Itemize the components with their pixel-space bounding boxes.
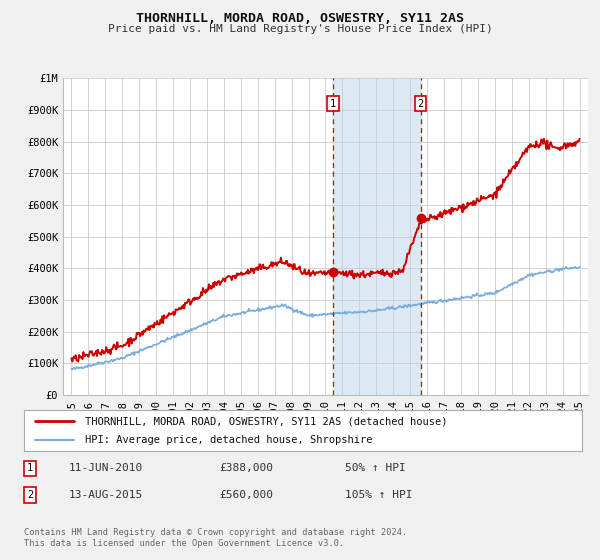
Text: Contains HM Land Registry data © Crown copyright and database right 2024.: Contains HM Land Registry data © Crown c…: [24, 528, 407, 537]
Text: 1: 1: [27, 463, 33, 473]
Text: THORNHILL, MORDA ROAD, OSWESTRY, SY11 2AS (detached house): THORNHILL, MORDA ROAD, OSWESTRY, SY11 2A…: [85, 417, 448, 426]
Text: This data is licensed under the Open Government Licence v3.0.: This data is licensed under the Open Gov…: [24, 539, 344, 548]
Text: 1: 1: [330, 99, 336, 109]
Text: 13-AUG-2015: 13-AUG-2015: [69, 490, 143, 500]
Text: 105% ↑ HPI: 105% ↑ HPI: [345, 490, 413, 500]
Bar: [333, 78, 421, 395]
Text: £388,000: £388,000: [219, 463, 273, 473]
Text: 2: 2: [418, 99, 424, 109]
Text: 50% ↑ HPI: 50% ↑ HPI: [345, 463, 406, 473]
Text: THORNHILL, MORDA ROAD, OSWESTRY, SY11 2AS: THORNHILL, MORDA ROAD, OSWESTRY, SY11 2A…: [136, 12, 464, 25]
Text: 2: 2: [27, 490, 33, 500]
Text: £560,000: £560,000: [219, 490, 273, 500]
Text: Price paid vs. HM Land Registry's House Price Index (HPI): Price paid vs. HM Land Registry's House …: [107, 24, 493, 34]
Text: 11-JUN-2010: 11-JUN-2010: [69, 463, 143, 473]
Text: HPI: Average price, detached house, Shropshire: HPI: Average price, detached house, Shro…: [85, 435, 373, 445]
